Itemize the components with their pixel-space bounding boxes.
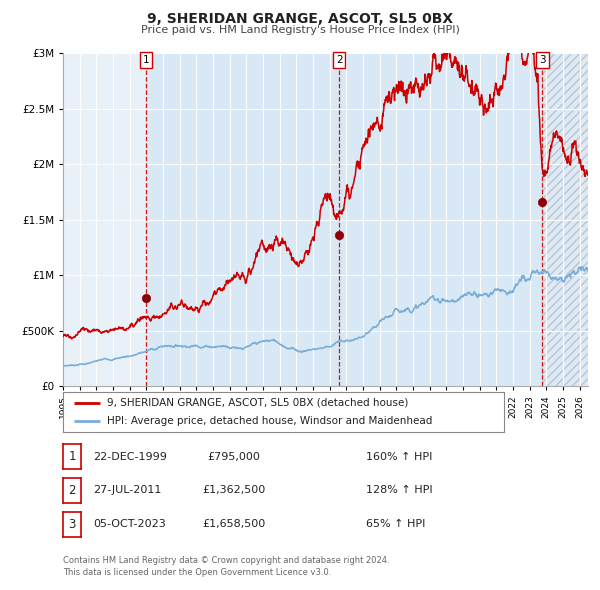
Text: 3: 3 — [539, 55, 545, 65]
Text: HPI: Average price, detached house, Windsor and Maidenhead: HPI: Average price, detached house, Wind… — [107, 415, 433, 425]
Text: 27-JUL-2011: 27-JUL-2011 — [93, 485, 161, 495]
Text: Price paid vs. HM Land Registry's House Price Index (HPI): Price paid vs. HM Land Registry's House … — [140, 25, 460, 35]
Text: 128% ↑ HPI: 128% ↑ HPI — [366, 485, 433, 495]
Bar — [146, 53, 542, 386]
Text: 1: 1 — [68, 450, 76, 463]
Text: £1,658,500: £1,658,500 — [202, 519, 266, 529]
Text: 2: 2 — [336, 55, 343, 65]
Text: 9, SHERIDAN GRANGE, ASCOT, SL5 0BX (detached house): 9, SHERIDAN GRANGE, ASCOT, SL5 0BX (deta… — [107, 398, 409, 408]
Text: £795,000: £795,000 — [208, 451, 260, 461]
Text: 2: 2 — [68, 484, 76, 497]
Text: 22-DEC-1999: 22-DEC-1999 — [93, 451, 167, 461]
Text: 1: 1 — [143, 55, 149, 65]
Text: Contains HM Land Registry data © Crown copyright and database right 2024.
This d: Contains HM Land Registry data © Crown c… — [63, 556, 389, 576]
Text: £1,362,500: £1,362,500 — [202, 485, 266, 495]
Text: 3: 3 — [68, 518, 76, 531]
Bar — [542, 53, 588, 386]
Text: 9, SHERIDAN GRANGE, ASCOT, SL5 0BX: 9, SHERIDAN GRANGE, ASCOT, SL5 0BX — [147, 12, 453, 26]
Bar — [542, 53, 588, 386]
Text: 160% ↑ HPI: 160% ↑ HPI — [366, 451, 433, 461]
Text: 65% ↑ HPI: 65% ↑ HPI — [366, 519, 425, 529]
Text: 05-OCT-2023: 05-OCT-2023 — [93, 519, 166, 529]
